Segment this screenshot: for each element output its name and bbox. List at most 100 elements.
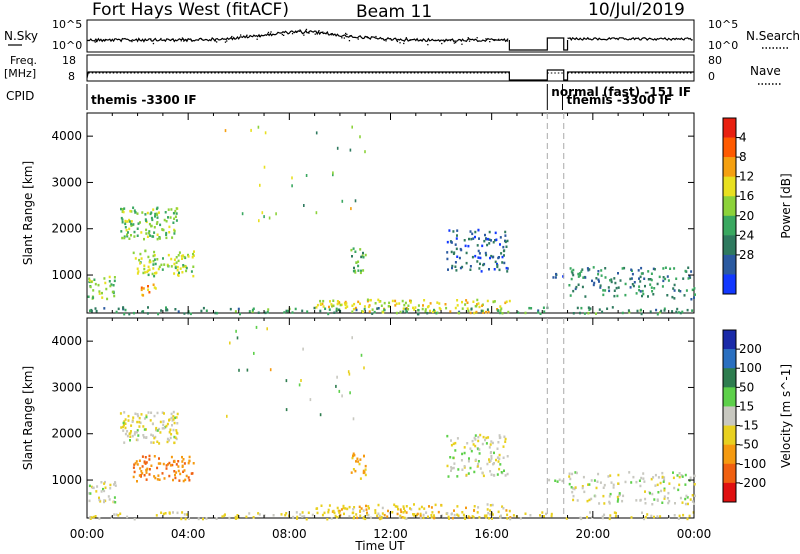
data-point xyxy=(663,487,666,490)
data-point xyxy=(505,245,508,248)
data-point xyxy=(383,513,386,517)
data-point xyxy=(481,304,484,307)
y-tick-label: 2000 xyxy=(51,222,82,236)
data-point xyxy=(669,267,672,270)
data-point xyxy=(423,507,426,510)
data-point xyxy=(554,276,557,279)
data-point xyxy=(193,250,195,253)
data-point xyxy=(694,293,696,296)
data-point xyxy=(167,463,169,466)
data-point xyxy=(572,494,575,498)
data-point xyxy=(568,472,571,475)
data-point xyxy=(598,280,600,283)
data-point xyxy=(159,462,162,465)
data-point xyxy=(673,289,676,292)
data-point xyxy=(174,215,177,218)
data-point xyxy=(454,243,457,246)
data-point xyxy=(490,454,493,458)
data-point xyxy=(89,285,92,289)
data-point xyxy=(466,307,469,310)
data-point xyxy=(366,298,369,301)
data-point xyxy=(132,466,135,469)
data-point xyxy=(164,211,167,214)
data-point xyxy=(124,426,127,430)
velocity-points xyxy=(88,318,696,521)
data-point xyxy=(474,444,477,448)
data-point xyxy=(603,483,606,487)
data-point xyxy=(485,237,488,241)
data-point xyxy=(419,514,422,518)
data-point xyxy=(482,309,485,313)
data-point xyxy=(130,234,132,237)
data-point xyxy=(579,311,581,315)
data-point xyxy=(590,479,593,482)
data-point xyxy=(630,516,633,519)
data-point xyxy=(430,514,433,517)
data-point xyxy=(486,508,489,511)
data-point xyxy=(267,308,270,311)
data-point xyxy=(539,312,542,315)
sparse-point xyxy=(364,150,366,154)
data-point xyxy=(190,472,193,475)
data-point xyxy=(234,515,237,519)
data-point xyxy=(609,279,612,282)
data-point xyxy=(572,273,575,277)
data-point xyxy=(661,501,664,504)
data-point xyxy=(134,462,137,465)
data-point xyxy=(471,255,474,259)
data-point xyxy=(493,300,496,303)
data-point xyxy=(656,515,659,518)
data-point xyxy=(103,489,106,493)
data-point xyxy=(447,475,450,478)
data-point xyxy=(257,311,260,314)
data-point xyxy=(174,473,176,477)
data-point xyxy=(542,306,545,309)
data-point xyxy=(684,497,687,501)
data-point xyxy=(123,411,126,414)
data-point xyxy=(161,228,164,231)
data-point xyxy=(176,511,179,515)
data-point xyxy=(380,517,383,520)
data-point xyxy=(131,434,134,438)
data-point xyxy=(503,469,505,472)
data-point xyxy=(572,289,575,293)
data-point xyxy=(517,311,520,314)
data-point xyxy=(181,271,184,274)
data-point xyxy=(320,302,322,306)
data-point xyxy=(175,463,178,466)
data-point xyxy=(359,477,362,480)
data-point xyxy=(638,479,641,482)
data-point xyxy=(248,310,251,313)
data-point xyxy=(153,254,156,257)
data-point xyxy=(612,486,615,489)
data-point xyxy=(586,267,589,270)
data-point xyxy=(497,510,500,514)
data-point xyxy=(477,460,480,463)
data-point xyxy=(160,511,163,514)
data-point xyxy=(488,446,491,449)
data-point xyxy=(352,452,355,455)
data-point xyxy=(624,282,627,286)
sparse-point xyxy=(336,146,339,150)
y-tick-label: 4000 xyxy=(51,129,82,143)
data-point xyxy=(161,472,164,475)
y-tick-label: 3000 xyxy=(51,380,82,394)
colorbar-cell xyxy=(723,274,736,295)
data-point xyxy=(628,471,631,474)
data-point xyxy=(150,411,153,414)
data-point xyxy=(93,278,96,281)
data-point xyxy=(509,517,512,521)
data-point xyxy=(659,515,662,518)
data-point xyxy=(467,244,470,248)
colorbar-cell xyxy=(723,137,736,158)
data-point xyxy=(122,307,125,310)
data-point xyxy=(138,258,141,262)
data-point xyxy=(129,439,131,442)
data-point xyxy=(477,462,480,466)
data-point xyxy=(464,303,467,306)
data-point xyxy=(574,287,577,291)
data-point xyxy=(362,469,365,473)
data-point xyxy=(103,482,106,485)
data-point xyxy=(359,302,361,305)
data-point xyxy=(677,488,680,492)
